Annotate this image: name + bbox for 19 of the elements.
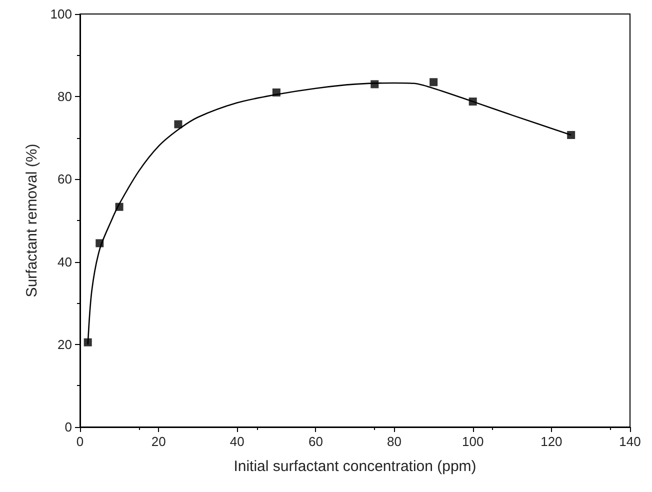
x-tick-label: 100 bbox=[462, 434, 484, 449]
x-tick-label: 120 bbox=[540, 434, 562, 449]
x-tick-label: 80 bbox=[387, 434, 402, 449]
x-tick-label: 140 bbox=[619, 434, 641, 449]
x-tick-label: 0 bbox=[76, 434, 84, 449]
y-tick-label: 0 bbox=[64, 420, 72, 434]
point bbox=[430, 78, 438, 86]
point bbox=[174, 120, 182, 128]
y-tick-label: 100 bbox=[50, 6, 72, 22]
y-tick-label: 60 bbox=[58, 172, 72, 187]
y-tick-label: 20 bbox=[58, 336, 72, 352]
y-tick-label: 40 bbox=[58, 254, 72, 270]
x-axis-title: Initial surfactant concentration (ppm) bbox=[234, 458, 476, 475]
point bbox=[567, 131, 576, 140]
x-tick-label: 20 bbox=[151, 434, 166, 449]
y-tick-label: 80 bbox=[58, 89, 72, 104]
y-axis-title: Surfactant removal (%) bbox=[23, 144, 40, 298]
x-tick-label: 40 bbox=[230, 434, 244, 449]
x-tick-label: 60 bbox=[308, 434, 323, 449]
